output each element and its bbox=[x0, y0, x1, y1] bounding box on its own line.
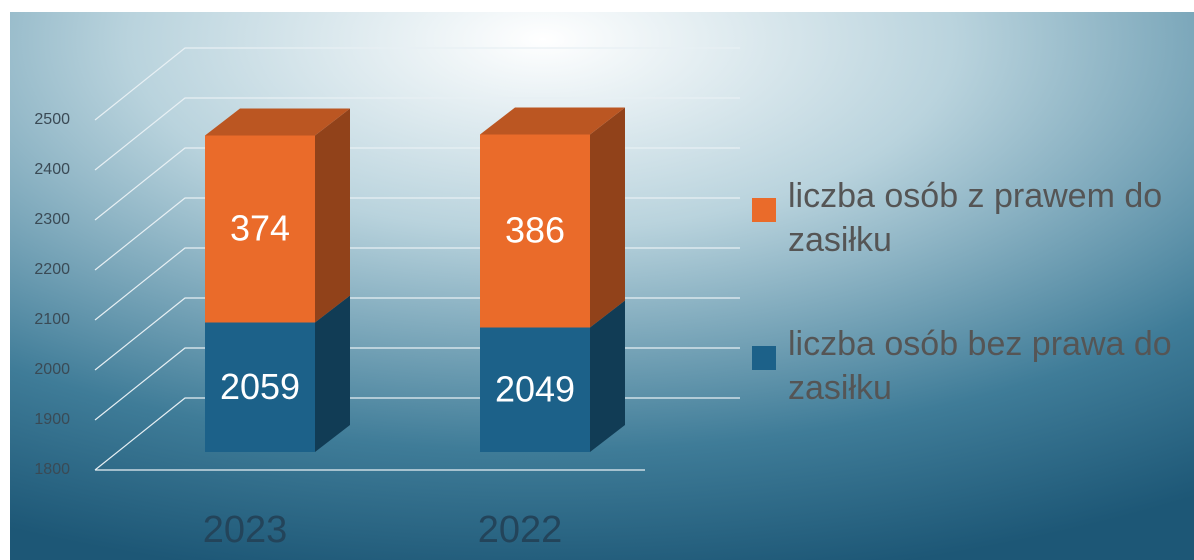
legend-label: liczba osób z prawem do zasiłku bbox=[788, 177, 1163, 259]
y-tick-label: 1900 bbox=[34, 411, 70, 428]
bar-side bbox=[590, 300, 625, 452]
value-label: 2049 bbox=[495, 368, 575, 409]
value-label: 2059 bbox=[220, 366, 300, 407]
y-tick-label: 2100 bbox=[34, 311, 70, 328]
bar-top bbox=[205, 108, 350, 136]
value-label: 374 bbox=[230, 208, 290, 249]
grid-line bbox=[94, 47, 740, 121]
y-tick-label: 2200 bbox=[34, 261, 70, 278]
bar-side bbox=[315, 108, 350, 323]
bar-top bbox=[480, 107, 625, 135]
bar-side bbox=[315, 295, 350, 452]
grid-line bbox=[94, 97, 740, 171]
y-tick-label: 1800 bbox=[34, 461, 70, 478]
y-tick-label: 2300 bbox=[34, 211, 70, 228]
y-tick-label: 2400 bbox=[34, 161, 70, 178]
x-tick-label: 2023 bbox=[203, 509, 288, 551]
bar bbox=[480, 134, 590, 328]
legend-swatch bbox=[752, 198, 776, 222]
bar-side bbox=[590, 107, 625, 328]
bar bbox=[205, 135, 315, 323]
bar bbox=[205, 322, 315, 452]
y-tick-label: 2000 bbox=[34, 361, 70, 378]
legend-swatch bbox=[752, 346, 776, 370]
x-tick-label: 2022 bbox=[478, 509, 563, 551]
value-label: 386 bbox=[505, 210, 565, 251]
legend-label: liczba osób bez prawa do zasiłku bbox=[788, 325, 1172, 407]
y-tick-label: 2500 bbox=[34, 111, 70, 128]
bar bbox=[480, 327, 590, 452]
